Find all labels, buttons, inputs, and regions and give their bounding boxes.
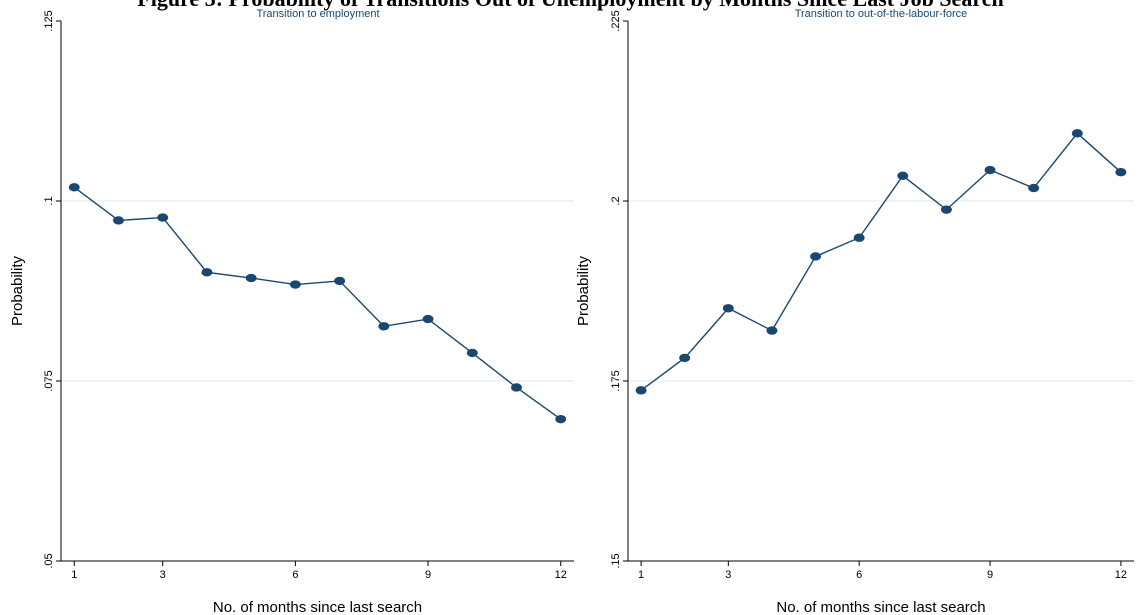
right-data-point bbox=[679, 353, 691, 363]
right-x-tick-label: 12 bbox=[1115, 569, 1127, 581]
left-data-point bbox=[112, 216, 124, 225]
right-panel-title: Transition to out-of-the-labour-force bbox=[795, 8, 968, 20]
right-y-tick-label: .225 bbox=[610, 10, 622, 31]
right-data-point bbox=[766, 326, 778, 335]
right-data-point bbox=[853, 233, 865, 242]
right-data-point bbox=[1115, 168, 1127, 177]
right-x-tick-label: 1 bbox=[638, 569, 644, 581]
right-y-axis-label: Probability bbox=[575, 255, 592, 326]
left-data-point bbox=[68, 183, 80, 192]
right-series-line bbox=[640, 132, 1122, 391]
right-x-tick-label: 6 bbox=[856, 569, 862, 581]
left-y-axis-label: Probability bbox=[9, 255, 26, 326]
right-data-point bbox=[635, 386, 647, 395]
left-data-point bbox=[201, 268, 213, 277]
right-y-tick-label: .2 bbox=[610, 196, 622, 205]
left-data-point bbox=[511, 383, 523, 392]
left-panel-title: Transition to employment bbox=[256, 8, 379, 20]
page-title: Figure 3: Probability of Transitions Out… bbox=[0, 0, 1141, 12]
left-x-tick-label: 9 bbox=[425, 569, 431, 581]
left-data-point bbox=[245, 273, 257, 283]
left-data-point bbox=[422, 314, 434, 324]
left-data-point bbox=[334, 276, 346, 286]
right-data-point bbox=[810, 252, 822, 261]
left-x-axis-label: No. of months since last search bbox=[213, 599, 422, 615]
right-data-point bbox=[940, 205, 952, 214]
right-data-point bbox=[1028, 183, 1040, 193]
left-y-tick-label: .1 bbox=[43, 196, 55, 205]
right-data-point bbox=[984, 165, 996, 175]
right-x-tick-label: 3 bbox=[725, 569, 731, 581]
right-x-tick-label: 9 bbox=[987, 569, 993, 581]
left-data-point bbox=[555, 414, 567, 424]
right-y-tick-label: .15 bbox=[610, 553, 622, 568]
left-x-tick-label: 6 bbox=[292, 569, 298, 581]
right-data-point bbox=[1071, 129, 1083, 138]
left-x-tick-label: 12 bbox=[555, 569, 567, 581]
left-y-tick-label: .05 bbox=[43, 553, 55, 568]
right-x-axis-label: No. of months since last search bbox=[776, 599, 985, 615]
left-y-tick-label: .075 bbox=[43, 370, 55, 391]
right-data-point bbox=[722, 304, 734, 313]
left-data-point bbox=[157, 213, 169, 222]
left-series-line bbox=[73, 186, 562, 420]
left-y-tick-label: .125 bbox=[43, 10, 55, 31]
right-y-tick-label: .175 bbox=[610, 370, 622, 391]
left-data-point bbox=[378, 322, 390, 331]
left-x-tick-label: 1 bbox=[71, 569, 77, 581]
left-data-point bbox=[289, 280, 301, 289]
left-x-tick-label: 3 bbox=[160, 569, 166, 581]
right-data-point bbox=[897, 171, 909, 180]
left-data-point bbox=[466, 348, 478, 358]
